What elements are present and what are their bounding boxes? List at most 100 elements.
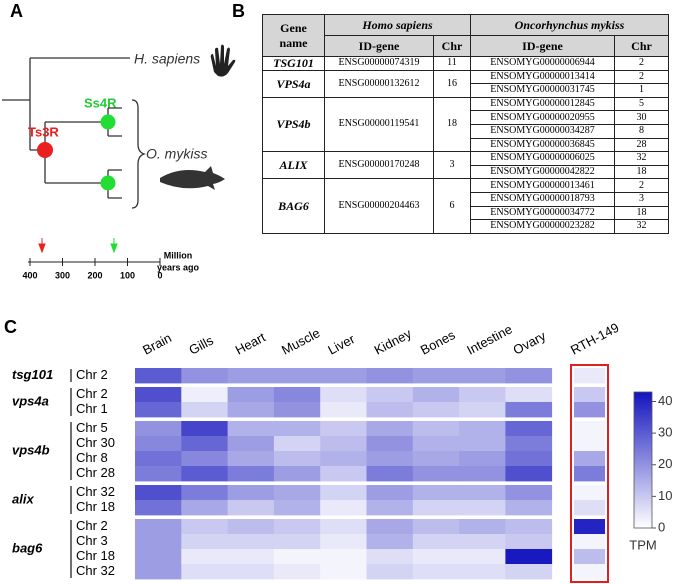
table-cell: Homo sapiens xyxy=(324,14,471,36)
heatmap-cell xyxy=(181,436,228,452)
table-cell: TSG101 xyxy=(262,56,325,71)
gene-label: vps4a xyxy=(12,393,49,408)
heatmap-cell xyxy=(227,387,275,403)
table-cell: ID-gene xyxy=(324,35,434,57)
table-row: ENSOMYG00000036845 28 xyxy=(263,137,669,153)
heatmap-cell xyxy=(227,421,275,437)
ortholog-table: Gene name Homo sapiens Oncorhynchus mykiss I… xyxy=(262,14,669,234)
heatmap-cell xyxy=(181,564,228,580)
heatmap-cell xyxy=(273,500,321,516)
heatmap-cell xyxy=(320,485,367,501)
heatmap-cell xyxy=(505,534,553,550)
row-label: Chr 3 xyxy=(76,533,108,548)
table-cell: ENSOMYG00000042822 xyxy=(470,164,615,180)
gene-label: tsg101 xyxy=(12,367,53,382)
header-text: Gene xyxy=(280,20,307,35)
heatmap-cell xyxy=(574,368,605,384)
heatmap-cell xyxy=(574,421,605,437)
table-cell: 8 xyxy=(614,123,669,139)
heatmap-cell xyxy=(366,368,414,384)
table-row: TSG101 ENSG00000074319 11 ENSOMYG0000000694… xyxy=(262,56,669,71)
heatmap-cell xyxy=(273,368,321,384)
heatmap-cell xyxy=(459,466,506,482)
table-cell: 16 xyxy=(433,69,471,98)
heatmap-cell xyxy=(412,519,460,535)
colorbar-tick-label: 0 xyxy=(658,519,665,534)
heatmap-cell xyxy=(366,451,414,467)
table-cell: 18 xyxy=(433,96,471,153)
column-label: Muscle xyxy=(279,325,322,358)
row-label: Chr 32 xyxy=(76,563,115,578)
colorbar-tick-label: 30 xyxy=(658,425,672,440)
table-cell: Oncorhynchus mykiss xyxy=(470,14,669,36)
heatmap-cell xyxy=(273,534,321,550)
table-cell: ENSOMYG00000013414 xyxy=(470,69,615,85)
axis-tick-label: 300 xyxy=(55,270,70,280)
table-cell: 2 xyxy=(614,56,669,71)
tree xyxy=(2,57,147,209)
table-cell: BAG6 xyxy=(262,178,325,234)
table-cell: 2 xyxy=(614,69,669,85)
hand-icon xyxy=(210,44,236,77)
heatmap-cell xyxy=(574,466,605,482)
colorbar-tick-label: 10 xyxy=(658,488,672,503)
heatmap-cell xyxy=(459,421,506,437)
heatmap-cell xyxy=(273,436,321,452)
table-cell: 5 xyxy=(614,96,669,112)
gene-label: alix xyxy=(12,491,34,506)
table-row: ENSOMYG00000023282 32 xyxy=(263,219,669,234)
row-label: Chr 18 xyxy=(76,548,115,563)
heatmap-cell xyxy=(227,500,275,516)
heatmap-cell xyxy=(320,519,367,535)
panel-label: A xyxy=(10,1,23,21)
table-row: ENSOMYG00000034287 8 xyxy=(263,123,669,139)
heatmap-cell xyxy=(459,402,506,418)
heatmap-cell xyxy=(273,466,321,482)
colorbar-title: TPM xyxy=(629,537,656,552)
heatmap-cell xyxy=(366,564,414,580)
heatmap-cell xyxy=(412,436,460,452)
heatmap-cell xyxy=(366,436,414,452)
table-cell: 18 xyxy=(614,164,669,180)
table-row: ENSOMYG00000020955 30 xyxy=(263,110,669,125)
heatmap-cell xyxy=(227,402,275,418)
heatmap-cell xyxy=(505,421,553,437)
ts3r-label: Ts3R xyxy=(28,124,59,139)
table-cell: ENSOMYG00000018793 xyxy=(470,191,615,207)
table-row: Gene name Homo sapiens Oncorhynchus mykiss xyxy=(262,14,669,57)
heatmap-cell xyxy=(412,500,460,516)
heatmap-cell xyxy=(320,368,367,384)
heatmap-cell xyxy=(227,534,275,550)
table-cell: ENSG00000132612 xyxy=(324,69,434,98)
heatmap-cell xyxy=(135,549,182,565)
heatmap-cell xyxy=(227,451,275,467)
heatmap-cell xyxy=(273,387,321,403)
heatmap-cell xyxy=(459,368,506,384)
table-cell: ENSOMYG00000013461 xyxy=(470,178,615,193)
heatmap-cell xyxy=(135,466,182,482)
heatmap-cell xyxy=(227,485,275,501)
heatmap-cell xyxy=(459,534,506,550)
heatmap-cell xyxy=(181,451,228,467)
heatmap-cell xyxy=(320,436,367,452)
axis-tick-label: 100 xyxy=(120,270,135,280)
heatmap-cell xyxy=(181,387,228,403)
row-label: Chr 32 xyxy=(76,484,115,499)
column-label: Bones xyxy=(418,327,458,358)
heatmap-cell xyxy=(412,549,460,565)
heatmap-cell xyxy=(505,466,553,482)
heatmap-cell xyxy=(459,436,506,452)
heatmap-cell xyxy=(181,519,228,535)
heatmap-cell xyxy=(227,466,275,482)
table-cell: ENSOMYG00000012845 xyxy=(470,96,615,112)
table-cell: ENSOMYG00000020955 xyxy=(470,110,615,125)
heatmap-cell xyxy=(181,534,228,550)
heatmap-cell xyxy=(181,500,228,516)
heatmap-cell xyxy=(135,436,182,452)
table-cell: 3 xyxy=(614,191,669,207)
colorbar-tick-label: 40 xyxy=(658,393,672,408)
heatmap-cell xyxy=(505,451,553,467)
heatmap-cell xyxy=(366,387,414,403)
heatmap-cell xyxy=(181,421,228,437)
